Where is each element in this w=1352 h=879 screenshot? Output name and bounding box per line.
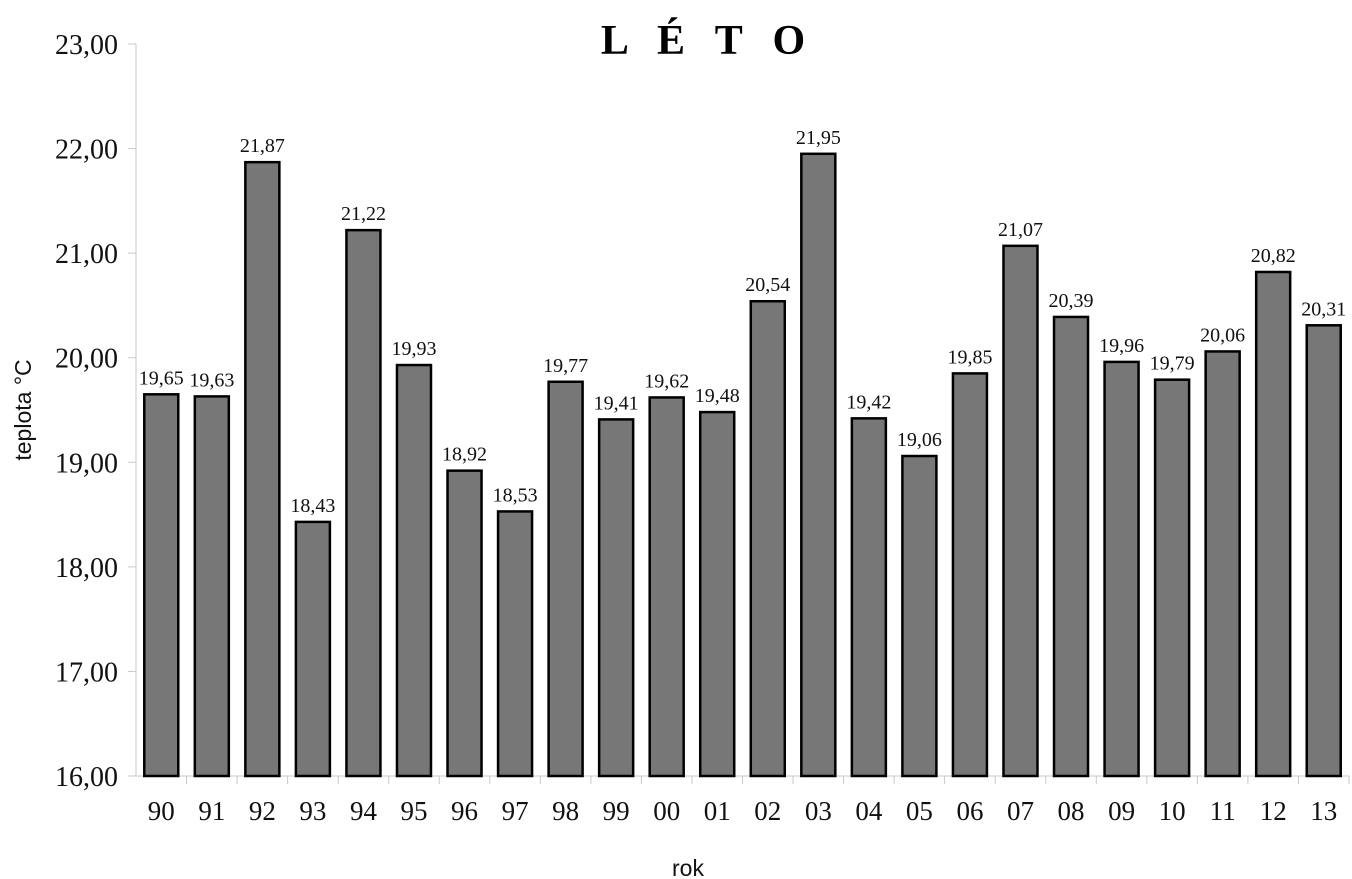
bar-value-label: 20,54: [745, 274, 790, 296]
bar-value-label: 19,41: [594, 392, 639, 414]
bar-value-label: 21,07: [998, 219, 1043, 241]
bar-value-label: 19,06: [897, 429, 942, 451]
x-tick-label: 12: [1260, 796, 1287, 826]
bar-value-label: 21,95: [796, 127, 841, 149]
x-tick-label: 09: [1108, 796, 1135, 826]
bar-93: [294, 520, 332, 778]
y-tick-label: 20,00: [55, 344, 118, 375]
bar-04: [850, 417, 888, 778]
bar-97: [496, 510, 534, 778]
bar-value-label: 18,53: [493, 484, 538, 506]
bar-value-label: 19,62: [644, 370, 689, 392]
bar-96: [446, 469, 483, 778]
x-tick-label: 11: [1210, 796, 1236, 826]
bar-92: [244, 160, 281, 778]
x-tick-label: 92: [249, 796, 276, 826]
x-tick-label: 01: [704, 796, 731, 826]
bar-09: [1103, 360, 1140, 778]
x-tick-label: 94: [350, 796, 378, 826]
x-tick-label: 04: [855, 796, 883, 826]
bar-value-label: 21,22: [341, 203, 386, 225]
bar-value-label: 19,63: [189, 369, 234, 391]
bars-group: 19,65 19,63 21,87 18,43 21,22 19,93 18,92 18,53…: [139, 127, 1346, 778]
x-axis-ticks: 90 91 92 93 94 95 96 97 98 99 00 01 02 03 04 05 06 07 08 09…: [148, 776, 1350, 826]
bar-value-label: 18,92: [442, 444, 487, 466]
bar-01: [698, 410, 736, 778]
bar-02: [749, 299, 787, 778]
bar-08: [1052, 315, 1090, 778]
bar-value-label: 19,65: [139, 367, 184, 389]
bar-value-label: 19,48: [695, 385, 740, 407]
y-tick-label: 17,00: [55, 657, 118, 688]
x-tick-label: 97: [502, 796, 529, 826]
x-tick-label: 08: [1058, 796, 1085, 826]
bar-value-label: 20,39: [1049, 290, 1094, 312]
x-tick-label: 96: [451, 796, 478, 826]
bar-10: [1153, 378, 1191, 778]
bar-98: [547, 380, 584, 778]
y-tick-label: 19,00: [55, 448, 118, 479]
x-tick-label: 99: [603, 796, 630, 826]
bar-05: [901, 454, 938, 778]
bar-06: [951, 372, 989, 778]
bar-value-label: 19,77: [543, 355, 588, 377]
bar-12: [1254, 270, 1292, 778]
x-tick-label: 06: [956, 796, 983, 826]
x-tick-label: 05: [906, 796, 933, 826]
bar-value-label: 20,82: [1251, 245, 1296, 267]
bar-value-label: 19,85: [947, 346, 992, 368]
bar-90: [143, 393, 180, 778]
bar-13: [1305, 324, 1342, 778]
chart-title: L É T O: [601, 17, 815, 64]
x-tick-label: 07: [1007, 796, 1034, 826]
x-tick-label: 03: [805, 796, 832, 826]
x-tick-label: 00: [653, 796, 680, 826]
y-tick-label: 18,00: [55, 553, 118, 584]
x-tick-label: 10: [1159, 796, 1186, 826]
bar-11: [1204, 350, 1241, 778]
bar-95: [395, 363, 433, 778]
bar-value-label: 18,43: [290, 495, 335, 517]
x-tick-label: 93: [299, 796, 326, 826]
x-tick-label: 13: [1310, 796, 1337, 826]
bar-91: [193, 395, 231, 778]
bar-value-label: 21,87: [240, 135, 285, 157]
y-tick-label: 16,00: [55, 762, 118, 793]
y-axis-title: teplota °C: [10, 359, 36, 460]
bar-value-label: 19,93: [391, 338, 436, 360]
y-tick-label: 21,00: [55, 239, 118, 270]
bar-value-label: 20,31: [1301, 298, 1346, 320]
x-tick-label: 90: [148, 796, 175, 826]
bar-value-label: 19,79: [1150, 353, 1195, 375]
bar-value-label: 20,06: [1200, 324, 1245, 346]
bar-94: [345, 228, 382, 778]
x-axis-title: rok: [672, 855, 704, 879]
y-axis-ticks: 16,00 17,00 18,00 19,00 20,00 21,00 22,00 23,00: [55, 30, 136, 793]
bar-03: [800, 152, 837, 778]
bar-value-label: 19,42: [846, 391, 891, 413]
x-tick-label: 98: [552, 796, 579, 826]
x-tick-label: 91: [198, 796, 225, 826]
bar-00: [648, 396, 685, 778]
x-tick-label: 02: [754, 796, 781, 826]
x-tick-label: 95: [400, 796, 427, 826]
bar-07: [1002, 244, 1039, 778]
y-tick-label: 23,00: [55, 30, 118, 61]
bar-99: [597, 418, 635, 778]
y-tick-label: 22,00: [55, 135, 118, 166]
bar-value-label: 19,96: [1099, 335, 1144, 357]
